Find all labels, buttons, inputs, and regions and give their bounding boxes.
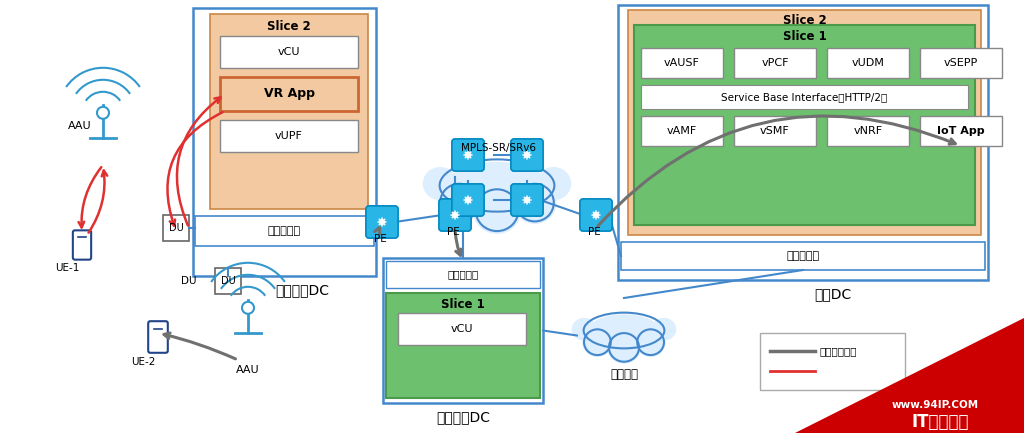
Text: MPLS-SR/SRv6: MPLS-SR/SRv6	[461, 143, 536, 153]
Bar	[215, 268, 241, 294]
Text: Slice 2: Slice 2	[267, 19, 311, 32]
Text: Slice 2: Slice 2	[782, 14, 826, 28]
Bar	[641, 85, 968, 109]
Ellipse shape	[571, 318, 596, 341]
FancyBboxPatch shape	[511, 139, 543, 171]
Text: 接入边缘DC: 接入边缘DC	[275, 283, 330, 297]
Text: Slice 1: Slice 1	[441, 298, 485, 311]
Ellipse shape	[607, 331, 641, 364]
FancyBboxPatch shape	[439, 199, 471, 231]
Text: IT运维空间: IT运维空间	[911, 413, 969, 431]
Text: IoT App: IoT App	[937, 126, 985, 136]
Bar	[734, 116, 816, 146]
Text: 虚拟化平台: 虚拟化平台	[268, 226, 301, 236]
Bar	[383, 258, 543, 403]
Bar	[618, 5, 988, 280]
Text: DU: DU	[220, 276, 236, 286]
Ellipse shape	[589, 314, 659, 347]
Bar	[634, 25, 975, 225]
Text: vPCF: vPCF	[761, 58, 788, 68]
Text: vUDM: vUDM	[852, 58, 885, 68]
Text: vNRF: vNRF	[853, 126, 883, 136]
Bar	[827, 116, 909, 146]
Polygon shape	[795, 318, 1024, 433]
Bar	[386, 261, 540, 288]
Bar	[641, 116, 723, 146]
Text: VR App: VR App	[263, 87, 314, 100]
Text: UE-1: UE-1	[55, 263, 79, 273]
Text: vAMF: vAMF	[667, 126, 697, 136]
Ellipse shape	[583, 328, 612, 357]
FancyBboxPatch shape	[580, 199, 612, 231]
Bar	[398, 313, 526, 345]
FancyBboxPatch shape	[73, 230, 91, 260]
Text: UE-2: UE-2	[131, 357, 156, 367]
Circle shape	[97, 107, 109, 119]
FancyBboxPatch shape	[366, 206, 398, 238]
Ellipse shape	[636, 328, 666, 357]
Text: vCU: vCU	[278, 47, 300, 57]
Text: DU: DU	[181, 276, 197, 286]
FancyBboxPatch shape	[452, 139, 484, 171]
Circle shape	[242, 302, 254, 314]
FancyBboxPatch shape	[148, 321, 168, 353]
Bar	[734, 48, 816, 78]
Text: vUPF: vUPF	[275, 131, 303, 141]
Text: vAUSF: vAUSF	[664, 58, 700, 68]
Text: DU: DU	[169, 223, 183, 233]
Bar	[920, 116, 1002, 146]
Ellipse shape	[446, 162, 548, 209]
Ellipse shape	[537, 167, 571, 200]
Bar	[220, 120, 358, 152]
Ellipse shape	[473, 187, 521, 234]
Bar	[193, 8, 376, 276]
Text: 虚拟化平台: 虚拟化平台	[447, 269, 478, 279]
Text: Service Base Interface（HTTP/2）: Service Base Interface（HTTP/2）	[721, 92, 888, 102]
Text: Slice 1: Slice 1	[782, 29, 826, 42]
Ellipse shape	[437, 181, 481, 224]
Bar	[220, 77, 358, 111]
Text: 外部网络: 外部网络	[610, 368, 638, 381]
FancyBboxPatch shape	[452, 184, 484, 216]
Text: vSMF: vSMF	[760, 126, 790, 136]
Bar	[621, 242, 985, 270]
Ellipse shape	[651, 318, 676, 341]
Text: PE: PE	[446, 227, 460, 237]
Bar	[827, 48, 909, 78]
Text: AAU: AAU	[237, 365, 260, 375]
Bar	[628, 10, 981, 235]
Ellipse shape	[423, 167, 458, 200]
Text: 核心DC: 核心DC	[814, 287, 852, 301]
Bar	[920, 48, 1002, 78]
FancyBboxPatch shape	[511, 184, 543, 216]
Bar	[220, 36, 358, 68]
Text: PE: PE	[374, 234, 386, 244]
Ellipse shape	[513, 181, 556, 224]
Bar	[760, 333, 905, 390]
Bar	[195, 216, 374, 246]
Text: 虚拟化平台: 虚拟化平台	[786, 251, 819, 261]
Text: www.94IP.COM: www.94IP.COM	[892, 400, 979, 410]
Bar	[210, 14, 368, 209]
Bar	[641, 48, 723, 78]
Text: vSEPP: vSEPP	[944, 58, 978, 68]
Bar	[163, 215, 189, 241]
Text: 切片转发路径: 切片转发路径	[820, 346, 857, 356]
Text: vCU: vCU	[451, 324, 473, 334]
Bar	[386, 293, 540, 398]
Text: AAU: AAU	[69, 121, 92, 131]
Text: PE: PE	[588, 227, 600, 237]
Text: 传输边缘DC: 传输边缘DC	[436, 410, 490, 424]
